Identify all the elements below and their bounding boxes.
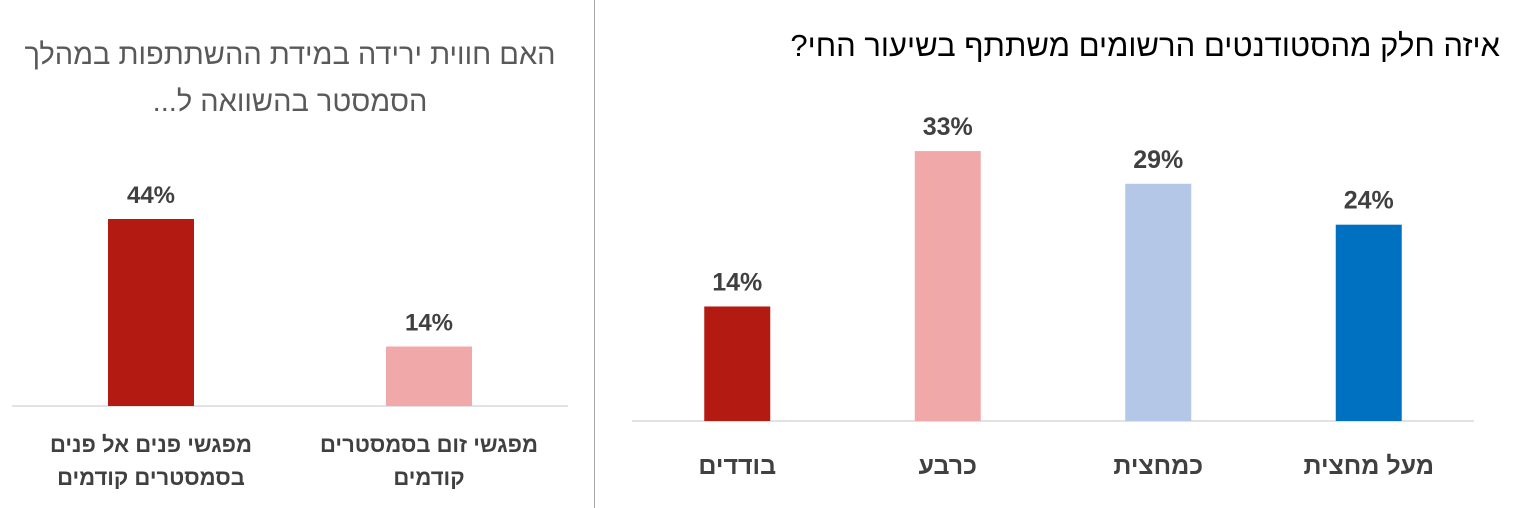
category-label: מפגשי זום בסמסטרים: [320, 432, 538, 457]
left-bar-chart: 44% מפגשי פנים אל פנים בסמסטרים קודמים 14% מ…: [12, 182, 568, 490]
category-label: קודמים: [393, 465, 464, 490]
category-label: מעל מחצית: [1304, 452, 1434, 480]
data-label: 14%: [405, 310, 453, 337]
chart-title: האם חווית ירידה במידת ההשתתפות במהלך הסמ…: [24, 39, 556, 118]
panel-divider: [594, 0, 595, 508]
bar: [704, 306, 771, 421]
category-label: בודדים: [698, 452, 776, 480]
category-label: כמחצית: [1113, 452, 1203, 480]
category-label: מפגשי פנים אל פנים: [50, 432, 252, 457]
chart-title: איזה חלק מהסטודנטים הרשומים משתתף בשיעור…: [790, 28, 1500, 63]
data-label: 14%: [712, 268, 762, 296]
data-label: 29%: [1133, 146, 1183, 174]
left-chart-panel: האם חווית ירידה במידת ההשתתפות במהלך הסמ…: [0, 0, 590, 508]
bar: [1335, 224, 1402, 421]
bar: [108, 219, 194, 406]
bar: [1125, 183, 1192, 421]
right-bar-chart: 14% בודדים 33% כרבע 29% כמחצית 24% מעל מחצית: [632, 113, 1474, 480]
data-label: 44%: [127, 182, 175, 209]
bar: [914, 151, 981, 421]
right-chart-panel: איזה חלק מהסטודנטים הרשומים משתתף בשיעור…: [600, 0, 1516, 508]
data-label: 24%: [1344, 187, 1394, 215]
category-label: בסמסטרים קודמים: [57, 465, 245, 490]
data-label: 33%: [923, 113, 973, 141]
bar: [386, 346, 472, 406]
category-label: כרבע: [919, 452, 977, 480]
